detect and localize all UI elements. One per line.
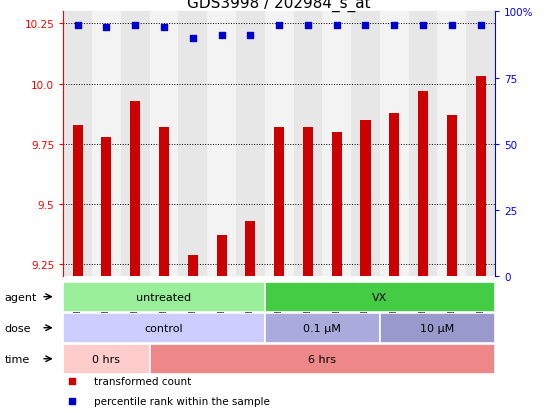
Text: 10 μM: 10 μM <box>420 323 454 333</box>
Point <box>332 22 341 29</box>
Bar <box>63 344 150 374</box>
Bar <box>121 12 150 277</box>
Point <box>67 378 76 385</box>
Bar <box>236 12 265 277</box>
Text: VX: VX <box>372 292 388 302</box>
Bar <box>265 282 495 312</box>
Point <box>188 36 197 42</box>
Point <box>246 33 255 40</box>
Point <box>476 22 485 29</box>
Point <box>361 22 370 29</box>
Bar <box>265 313 380 343</box>
Point <box>102 25 111 31</box>
Bar <box>207 12 236 277</box>
Bar <box>73 125 82 277</box>
Bar <box>303 128 313 277</box>
Bar <box>130 101 140 277</box>
Bar <box>322 12 351 277</box>
Bar <box>245 221 255 277</box>
Bar <box>63 282 265 312</box>
Bar <box>409 12 437 277</box>
Bar <box>437 12 466 277</box>
Bar <box>380 313 495 343</box>
Bar <box>150 12 178 277</box>
Bar <box>150 344 495 374</box>
Title: GDS3998 / 202984_s_at: GDS3998 / 202984_s_at <box>188 0 371 12</box>
Bar <box>447 116 457 277</box>
Bar <box>466 12 495 277</box>
Text: dose: dose <box>5 323 31 333</box>
Text: control: control <box>145 323 183 333</box>
Bar <box>92 12 121 277</box>
Bar <box>360 121 371 277</box>
Bar <box>217 236 227 277</box>
Bar <box>188 255 198 277</box>
Bar <box>332 133 342 277</box>
Point <box>390 22 399 29</box>
Bar <box>476 77 486 277</box>
Text: 0 hrs: 0 hrs <box>92 354 120 364</box>
Point <box>131 22 140 29</box>
Text: transformed count: transformed count <box>94 377 191 387</box>
Point <box>73 22 82 29</box>
Text: 6 hrs: 6 hrs <box>309 354 336 364</box>
Bar <box>418 92 428 277</box>
Bar <box>63 12 92 277</box>
Text: agent: agent <box>5 292 37 302</box>
Point <box>160 25 168 31</box>
Text: untreated: untreated <box>136 292 191 302</box>
Text: percentile rank within the sample: percentile rank within the sample <box>94 396 270 406</box>
Bar <box>274 128 284 277</box>
Point <box>447 22 456 29</box>
Bar <box>63 313 265 343</box>
Point <box>217 33 226 40</box>
Text: time: time <box>5 354 30 364</box>
Point <box>304 22 312 29</box>
Bar <box>389 113 399 277</box>
Text: 0.1 μM: 0.1 μM <box>304 323 341 333</box>
Point <box>419 22 427 29</box>
Bar <box>294 12 322 277</box>
Bar <box>351 12 380 277</box>
Bar <box>178 12 207 277</box>
Point <box>274 22 284 29</box>
Bar <box>265 12 294 277</box>
Bar <box>101 138 112 277</box>
Bar <box>159 128 169 277</box>
Point <box>67 398 76 404</box>
Bar <box>380 12 409 277</box>
